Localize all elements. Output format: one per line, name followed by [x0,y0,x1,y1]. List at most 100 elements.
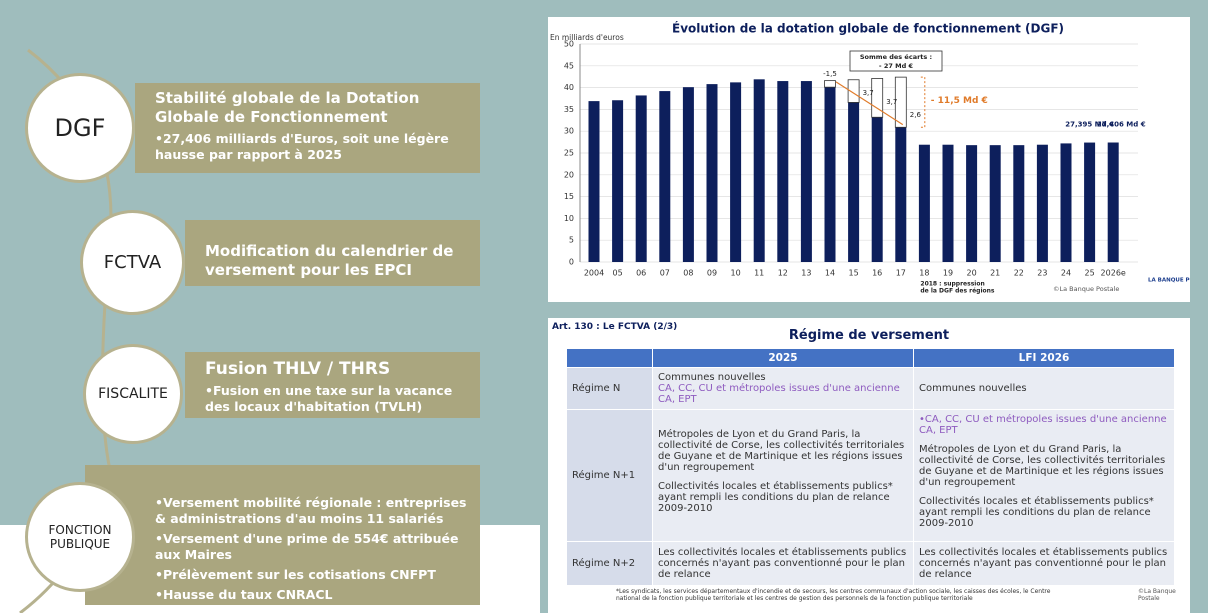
y-tick-label: 50 [564,40,574,49]
dgf-box: Stabilité globale de la Dotation Globale… [135,83,480,173]
cell: •CA, CC, CU et métropoles issues d'une a… [913,409,1175,542]
credit: ©La Banque Postale [1138,588,1176,602]
bar [800,81,812,262]
x-tick-label: 14 [825,269,835,278]
chart: Évolution de la dotation globale de fonc… [550,21,1208,295]
x-tick-label: 18 [919,269,929,278]
bar [706,84,718,262]
stack-segment [824,80,836,88]
cell-text: Collectivités locales et établissements … [658,481,893,514]
bar [942,144,954,262]
header-cell: 2025 [652,348,914,368]
bar [1036,144,1048,262]
bar [588,101,600,262]
kicker: Art. 130 : Le FCTVA (2/3) [552,322,678,332]
fonction-box: •Versement mobilité régionale : entrepri… [85,465,480,605]
stack-segment [871,78,884,118]
fiscalite-box: Fusion THLV / THRS •Fusion en une taxe s… [185,352,480,418]
bar [989,145,1001,262]
bar [918,144,930,262]
cell: Communes nouvelles CA, CC, CU et métropol… [652,367,914,410]
bar [682,87,694,262]
annotation: 3,7 [863,89,874,97]
y-tick-label: 35 [564,105,574,114]
bar [730,82,742,262]
cell-text: Métropoles de Lyon et du Grand Paris, la… [658,429,905,473]
cell-text: Communes nouvelles [658,372,766,383]
x-tick-label: 20 [967,269,977,278]
x-tick-label: 21 [990,269,1000,278]
annotation: 2018 : suppression [920,281,984,288]
annotation: - 27 Md € [879,62,914,70]
annotation: LA BANQUE POSTALE [1148,278,1190,284]
item-bullet: •Versement mobilité régionale : entrepri… [155,495,467,526]
cell-text: Les collectivités locales et établisseme… [919,547,1168,580]
bar [1060,143,1072,262]
bar [1107,142,1119,262]
bar [753,79,765,262]
x-tick-label: 05 [613,269,623,278]
bar [871,117,883,262]
bracket [920,76,926,128]
bar [777,81,789,262]
bar [612,100,624,262]
stack-segment [847,79,860,103]
x-tick-label: 19 [943,269,953,278]
x-tick-label: 17 [896,269,906,278]
annotation: -1,5 [823,70,837,78]
cell-text: CA, CC, CU et métropoles issues d'une an… [658,383,900,405]
item-bullet: •Fusion en une taxe sur la vacance des l… [205,383,453,414]
item-title: Modification du calendrier de versement … [205,242,454,279]
x-tick-label: 22 [1014,269,1024,278]
y-axis-label: En milliards d'euros [550,33,624,42]
item-title: Stabilité globale de la Dotation Globale… [155,89,420,126]
chart-title: Évolution de la dotation globale de fonc… [672,21,1064,36]
bar [659,91,671,262]
annotation: Somme des écarts : [860,53,932,61]
item-bullet: •27,406 milliards d'Euros, soit une légè… [155,131,449,162]
header-cell [566,348,653,368]
x-tick-label: 12 [778,269,788,278]
cell-text: Métropoles de Lyon et du Grand Paris, la… [919,444,1166,488]
annotation: - 11,5 Md € [931,96,988,106]
annotation: ©La Banque Postale [1053,285,1119,293]
x-tick-label: 23 [1037,269,1047,278]
item-circle: FISCALITE [83,344,183,444]
cell: Les collectivités locales et établisseme… [652,541,914,586]
footnote: *Les syndicats, les services département… [616,588,1051,602]
bar [1084,142,1096,262]
x-tick-label: 24 [1061,269,1071,278]
item-bullet: •Prélèvement sur les cotisations CNFPT [155,567,436,582]
y-tick-label: 5 [569,236,574,245]
y-tick-label: 15 [564,192,574,201]
x-tick-label: 07 [660,269,670,278]
y-tick-label: 40 [564,83,574,92]
x-tick-label: 10 [731,269,741,278]
cell-text: Communes nouvelles [919,383,1027,394]
y-tick-label: 30 [564,127,574,136]
annotation: 27,406 Md € [1097,121,1146,129]
bar [1013,145,1025,262]
chart-panel: Évolution de la dotation globale de fonc… [548,17,1208,302]
cell-text: Les collectivités locales et établisseme… [658,547,907,580]
x-tick-label: 2004 [584,269,604,278]
x-tick-label: 11 [754,269,764,278]
cell-text: Collectivités locales et établissements … [919,496,1154,529]
bar [966,145,978,262]
annotation: 2,6 [910,111,922,119]
item-circle: FCTVA [80,210,185,315]
item-bullet: •Hausse du taux CNRACL [155,587,333,602]
header-cell: LFI 2026 [913,348,1175,368]
item-circle: DGF [25,73,135,183]
cell: Métropoles de Lyon et du Grand Paris, la… [652,409,914,542]
y-tick-label: 10 [564,214,574,223]
x-tick-label: 15 [849,269,859,278]
row-label: Régime N [566,367,653,410]
annotation: 3,7 [886,98,897,106]
cell: Les collectivités locales et établisseme… [913,541,1175,586]
annotation: 27,395 Md € [1065,121,1114,129]
x-tick-label: 13 [801,269,811,278]
y-tick-label: 25 [564,149,574,158]
annotation: de la DGF des régions [920,288,995,295]
cell: Communes nouvelles [913,367,1175,410]
